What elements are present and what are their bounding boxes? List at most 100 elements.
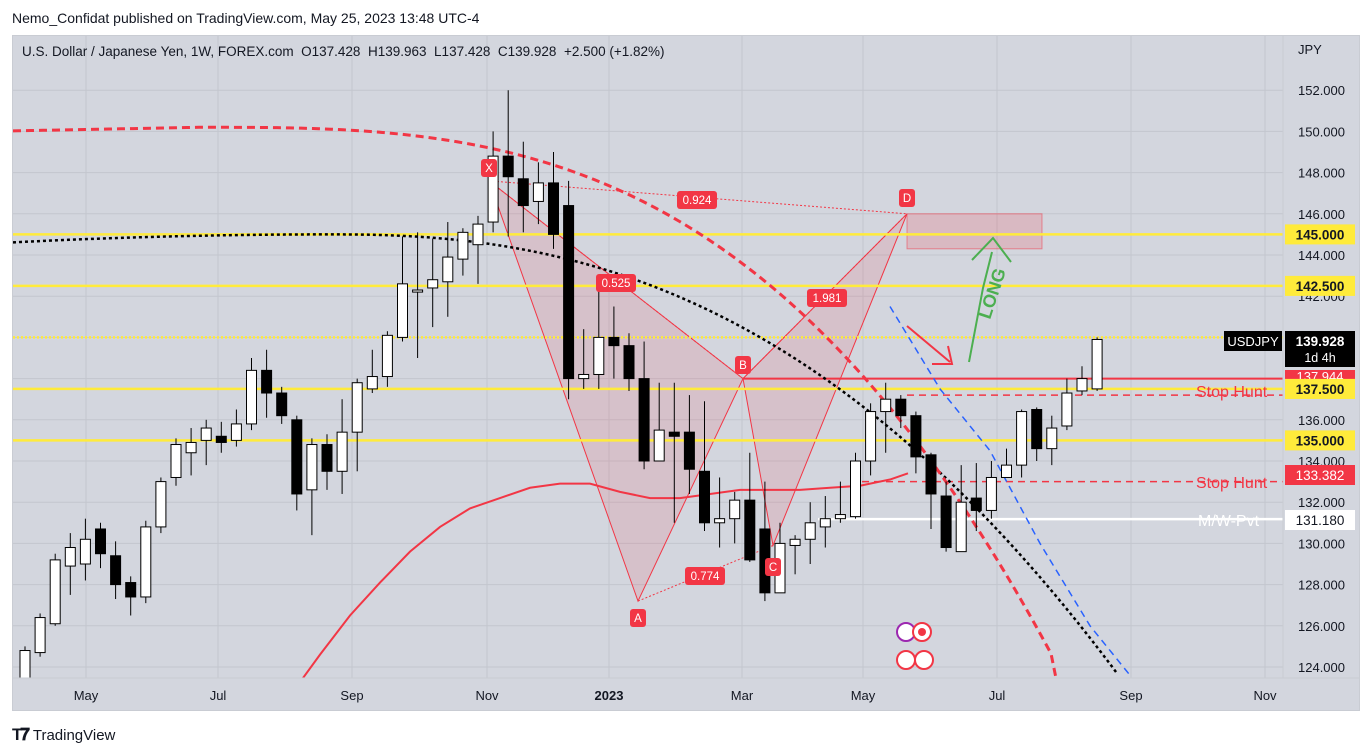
candle: [215, 421, 227, 453]
candle-body-up: [185, 441, 197, 454]
candle-body-up: [985, 476, 997, 511]
candle-body-up: [578, 373, 590, 380]
candle: [865, 403, 877, 476]
candle: [336, 399, 348, 494]
candle-body-up: [1061, 392, 1073, 427]
candle: [940, 481, 952, 552]
candle: [1091, 337, 1103, 391]
pattern-label-d: D: [899, 189, 915, 207]
us-flag-icon: [914, 650, 934, 670]
candle-body-up: [472, 223, 484, 246]
candle-body-down: [623, 345, 635, 380]
ratio-label-ac-bg: [685, 567, 725, 585]
candle: [1016, 409, 1028, 478]
candle: [1076, 366, 1088, 396]
candle-body-down: [215, 435, 227, 443]
candle: [804, 502, 816, 564]
tradingview-brand[interactable]: T𝟕 TradingView: [12, 725, 115, 745]
candle: [140, 520, 152, 604]
candle-body-down: [668, 431, 680, 437]
candle-body-up: [351, 382, 363, 433]
current-price-text: 139.928: [1296, 334, 1345, 349]
long-text: LONG: [975, 266, 1010, 322]
candle: [970, 463, 982, 532]
pivot-price-tag-bg: [1285, 510, 1355, 530]
current-price-bg: [1285, 331, 1355, 367]
time-tick-label: Sep: [340, 688, 363, 703]
ratio-label-xb: 0.525: [596, 274, 636, 292]
candle-body-up: [804, 522, 816, 540]
candle-body-up: [230, 423, 242, 441]
ratio-label-xb-bg: [596, 274, 636, 292]
time-tick-label: Jul: [989, 688, 1006, 703]
blue-projection-line: [889, 306, 1131, 676]
pattern-label-b-bg: [735, 356, 751, 374]
candle-body-up: [427, 279, 439, 289]
candle-body-up: [246, 369, 257, 425]
candle-body-down: [925, 454, 937, 495]
candle: [351, 378, 363, 472]
candle: [95, 522, 106, 569]
price-tick-label: 130.000: [1298, 536, 1345, 551]
candle-body-down: [321, 444, 333, 472]
current-price-tag: USDJPY 139.928 1d 4h: [1224, 331, 1355, 367]
pattern-label-d-bg: [899, 189, 915, 207]
candle: [155, 477, 167, 534]
stop-hunt-text-low: Stop Hunt: [1196, 475, 1268, 492]
candle-body-up: [1046, 427, 1058, 450]
time-tick-label: Jul: [210, 688, 227, 703]
candle: [230, 409, 242, 447]
candle-body-down: [276, 392, 288, 417]
candle: [668, 382, 680, 523]
candle-body-up: [653, 429, 665, 462]
ohlc-high: H139.963: [367, 44, 427, 59]
symbol-tag-text: USDJPY: [1227, 334, 1279, 349]
time-tick-label: Nov: [475, 688, 499, 703]
ma-price-tag-bg: [1285, 465, 1355, 485]
candle: [502, 90, 514, 237]
candle: [79, 518, 91, 581]
candle: [366, 349, 378, 394]
level-price-tag: 135.000: [1285, 430, 1355, 451]
tradingview-logo-icon: T𝟕: [12, 725, 30, 744]
candle-body-up: [834, 514, 846, 520]
candle: [276, 386, 288, 424]
candle: [49, 553, 61, 626]
candle-body-up: [819, 518, 831, 528]
candle-body-down: [1031, 409, 1043, 450]
candle-body-up: [729, 499, 741, 520]
candle-body-up: [487, 155, 499, 223]
candle: [563, 180, 575, 400]
ratio-label-bd-bg: [807, 289, 847, 307]
candle: [532, 162, 544, 225]
level-price-tag-text: 142.500: [1296, 279, 1345, 294]
chart-panel[interactable]: [12, 35, 1360, 711]
price-tick-label: 136.000: [1298, 413, 1345, 428]
pattern-label-c-text: C: [769, 562, 777, 574]
level-price-tag-bg: [1285, 275, 1355, 296]
candle-body-down: [608, 336, 620, 347]
level-price-tag-bg: [1285, 378, 1355, 399]
candle-body-up: [397, 283, 408, 338]
candle: [789, 535, 801, 575]
candle: [64, 533, 76, 595]
candle: [125, 576, 137, 616]
candle: [110, 541, 122, 600]
candle: [34, 613, 46, 657]
candle: [834, 481, 846, 523]
candle-body-up: [366, 376, 378, 390]
candle-body-up: [850, 460, 861, 518]
candle-body-down: [910, 415, 922, 458]
event-icons: [896, 622, 934, 670]
price-tick-label: 126.000: [1298, 619, 1345, 634]
time-tick-label: Nov: [1253, 688, 1277, 703]
candle-body-down: [940, 495, 952, 549]
ratio-label-xb-text: 0.525: [602, 278, 631, 290]
candle-body-up: [64, 547, 76, 567]
candle-body-up: [593, 336, 605, 375]
us-flag-icon: [896, 650, 916, 670]
publisher-line: Nemo_Confidat published on TradingView.c…: [12, 10, 480, 26]
candle-body-down: [548, 182, 559, 235]
ratio-label-ac: 0.774: [685, 567, 725, 585]
